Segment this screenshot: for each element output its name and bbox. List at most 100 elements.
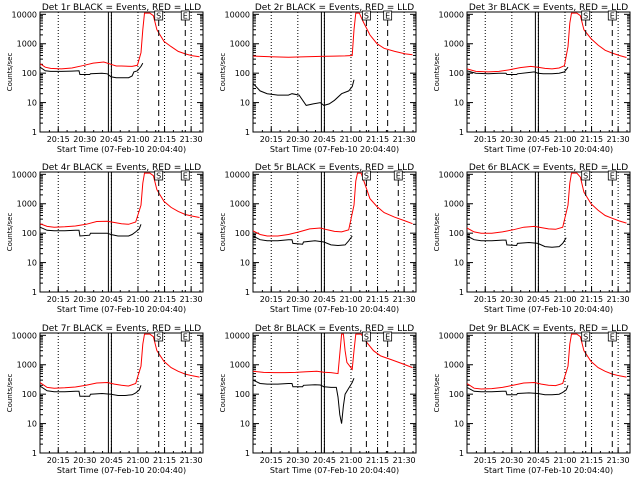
chart-panel-2: Det 2r BLACK = Events, RED = LLD 1 10 100 10…	[219, 3, 417, 154]
x-tick-label: 20:45	[527, 456, 550, 465]
x-tick-label: 21:00	[339, 295, 362, 304]
y-tick-label: 10000	[225, 170, 250, 179]
x-tick-label: 21:30	[393, 295, 416, 304]
segment-marker-label: E	[610, 172, 615, 181]
x-tick-label: 21:30	[180, 295, 203, 304]
segment-marker-e: E	[383, 10, 393, 21]
x-tick-label: 20:30	[73, 456, 96, 465]
x-tick-label: 21:00	[553, 456, 576, 465]
x-tick-label: 20:15	[260, 456, 283, 465]
segment-marker-label: E	[183, 12, 188, 21]
y-tick-label: 1	[459, 128, 464, 137]
chart-title: Det 7r BLACK = Events, RED = LLD	[42, 324, 201, 334]
plot-frame	[252, 332, 417, 454]
series-line-events	[467, 385, 569, 396]
x-axis-label: Start Time (07-Feb-10 20:04:40)	[484, 305, 613, 314]
chart-title: Det 6r BLACK = Events, RED = LLD	[469, 163, 628, 173]
chart-panel-8: Det 8r BLACK = Events, RED = LLD 1 10 100 10…	[219, 324, 417, 475]
x-tick-label: 21:15	[153, 295, 176, 304]
series-line-lld	[253, 333, 413, 375]
y-tick-label: 1	[245, 128, 250, 137]
x-axis-label: Start Time (07-Feb-10 20:04:40)	[57, 305, 186, 314]
segment-marker-box	[361, 10, 371, 21]
series-line-lld	[253, 12, 413, 58]
segment-marker-box	[383, 331, 393, 342]
y-axis-label: Counts/sec	[219, 374, 227, 413]
y-tick-label: 10	[240, 99, 250, 108]
x-tick-label: 20:30	[286, 456, 309, 465]
series-line-events	[40, 62, 144, 79]
x-tick-label: 20:15	[474, 456, 497, 465]
x-axis-label: Start Time (07-Feb-10 20:04:40)	[270, 305, 399, 314]
x-tick-label: 20:30	[73, 295, 96, 304]
y-tick-label: 1000	[444, 40, 464, 49]
segment-marker-s: S	[154, 170, 164, 181]
series-line-events	[467, 235, 567, 248]
y-tick-label: 10	[454, 420, 464, 429]
series-line-events	[253, 378, 355, 424]
x-axis-label: Start Time (07-Feb-10 20:04:40)	[484, 145, 613, 154]
x-tick-label: 21:15	[153, 135, 176, 144]
y-tick-label: 100	[235, 69, 250, 78]
segment-marker-label: S	[364, 333, 369, 342]
y-tick-label: 100	[449, 69, 464, 78]
segment-marker-box	[581, 331, 591, 342]
segment-marker-label: E	[183, 333, 188, 342]
y-tick-label: 1000	[444, 200, 464, 209]
x-tick-label: 20:45	[313, 456, 336, 465]
x-tick-label: 20:15	[260, 135, 283, 144]
segment-marker-box	[180, 10, 190, 21]
series-line-lld	[40, 12, 200, 70]
segment-marker-s: S	[154, 331, 164, 342]
x-tick-label: 21:15	[580, 295, 603, 304]
x-tick-label: 20:15	[474, 295, 497, 304]
chart-panel-1: Det 1r BLACK = Events, RED = LLD 1 10 100 10…	[6, 3, 204, 154]
x-tick-label: 20:30	[73, 135, 96, 144]
y-tick-label: 10	[240, 420, 250, 429]
x-tick-label: 20:30	[286, 295, 309, 304]
segment-marker-box	[581, 170, 591, 181]
x-tick-label: 21:30	[607, 456, 630, 465]
y-tick-label: 1000	[230, 40, 250, 49]
x-axis-label: Start Time (07-Feb-10 20:04:40)	[484, 466, 613, 475]
x-tick-label: 20:45	[313, 135, 336, 144]
y-axis-label: Counts/sec	[219, 53, 227, 92]
x-tick-label: 20:30	[500, 135, 523, 144]
series-line-lld	[467, 12, 627, 73]
series-line-lld	[40, 172, 200, 228]
segment-marker-label: S	[156, 172, 161, 181]
plot-frame	[252, 171, 417, 293]
segment-marker-s: S	[361, 331, 371, 342]
segment-marker-s: S	[581, 170, 591, 181]
y-tick-label: 10000	[225, 10, 250, 19]
segment-marker-label: E	[610, 12, 615, 21]
x-tick-label: 20:15	[47, 295, 70, 304]
plot-frame	[252, 11, 417, 133]
plot-frame	[39, 332, 204, 454]
x-tick-label: 21:00	[126, 135, 149, 144]
y-axis-label: Counts/sec	[6, 213, 14, 252]
segment-marker-s: S	[361, 170, 371, 181]
x-tick-label: 21:30	[607, 135, 630, 144]
x-tick-label: 20:30	[500, 295, 523, 304]
x-tick-label: 20:45	[100, 295, 123, 304]
y-tick-label: 10000	[439, 10, 464, 19]
y-tick-label: 100	[22, 390, 37, 399]
segment-marker-e: E	[607, 170, 617, 181]
segment-marker-s: S	[581, 331, 591, 342]
x-axis-label: Start Time (07-Feb-10 20:04:40)	[57, 466, 186, 475]
chart-panel-4: Det 4r BLACK = Events, RED = LLD 1 10 100 10…	[6, 163, 204, 314]
x-tick-label: 21:15	[153, 456, 176, 465]
x-tick-label: 21:15	[580, 135, 603, 144]
segment-marker-box	[361, 170, 371, 181]
y-tick-label: 1	[32, 449, 37, 458]
y-tick-label: 100	[449, 390, 464, 399]
chart-title: Det 9r BLACK = Events, RED = LLD	[469, 324, 628, 334]
y-tick-label: 10	[27, 420, 37, 429]
x-tick-label: 21:00	[339, 135, 362, 144]
x-tick-label: 21:00	[126, 456, 149, 465]
chart-panel-9: Det 9r BLACK = Events, RED = LLD 1 10 100 10…	[433, 324, 631, 475]
segment-marker-box	[383, 10, 393, 21]
x-tick-label: 21:00	[553, 295, 576, 304]
